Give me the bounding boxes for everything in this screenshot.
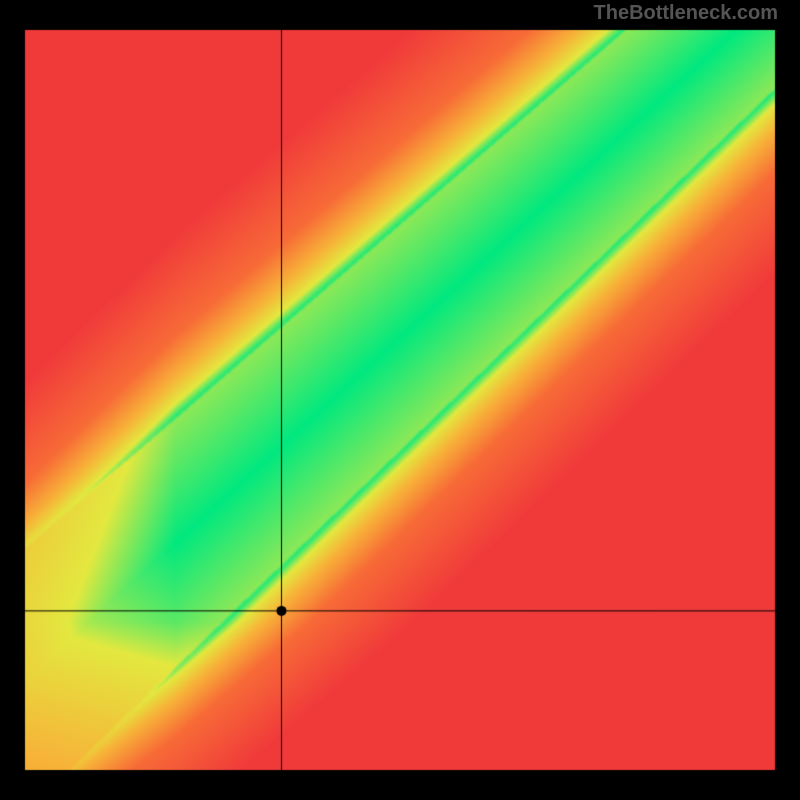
watermark-text: TheBottleneck.com [594,2,778,25]
chart-container: TheBottleneck.com [0,0,800,800]
bottleneck-heatmap [0,0,800,800]
